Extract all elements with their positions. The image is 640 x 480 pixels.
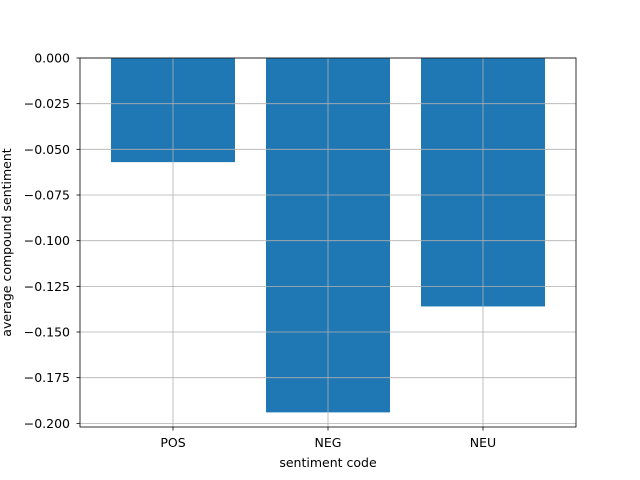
x-tick-label: POS bbox=[160, 435, 185, 450]
y-tick-label: −0.100 bbox=[24, 233, 70, 248]
y-tick-label: −0.125 bbox=[24, 279, 70, 294]
y-tick-label: −0.075 bbox=[24, 188, 70, 203]
y-tick-label: −0.025 bbox=[24, 96, 70, 111]
y-axis-label: average compound sentiment bbox=[0, 148, 14, 336]
x-tick-label: NEG bbox=[315, 435, 342, 450]
ticks-layer bbox=[76, 57, 484, 431]
y-tick-label: −0.150 bbox=[24, 325, 70, 340]
x-axis-label: sentiment code bbox=[279, 455, 377, 470]
y-tick-label: −0.175 bbox=[24, 370, 70, 385]
labels-layer: 0.000 −0.025 −0.050 −0.075 −0.100 −0.125 −0.15… bbox=[24, 51, 496, 451]
y-tick-label: −0.050 bbox=[24, 142, 70, 157]
x-tick-label: NEU bbox=[470, 435, 496, 450]
y-tick-label: −0.200 bbox=[24, 416, 70, 431]
y-tick-label: 0.000 bbox=[34, 51, 70, 66]
